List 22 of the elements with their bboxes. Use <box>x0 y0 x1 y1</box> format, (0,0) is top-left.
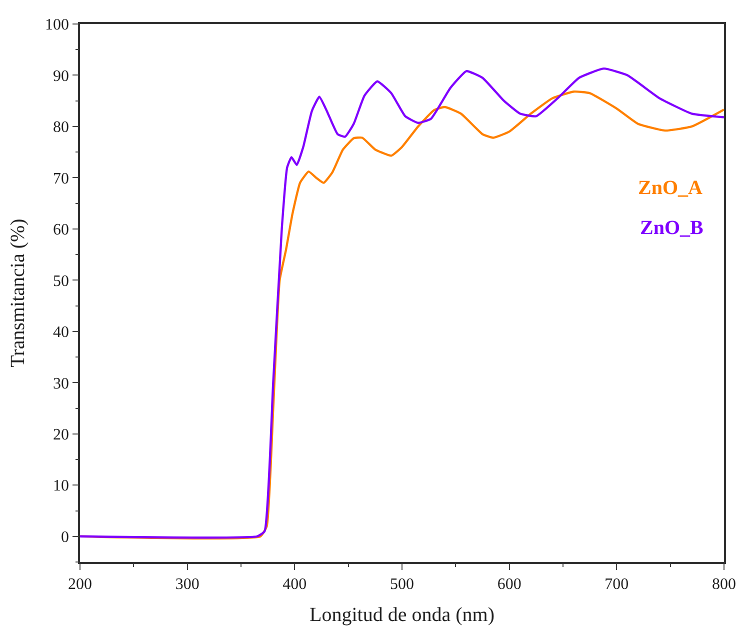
y-tick-label: 40 <box>53 324 70 342</box>
text: ZnO_B <box>640 217 704 239</box>
y-tick-label: 100 <box>45 16 70 34</box>
x-tick-label: 300 <box>175 576 200 593</box>
y-tick-label: 70 <box>53 170 70 188</box>
x-tick-label: 700 <box>604 576 629 593</box>
y-tick-label: 30 <box>53 375 70 392</box>
x-tick-label: 600 <box>497 576 522 593</box>
y-axis-title: Transmitancia (%) <box>7 218 30 368</box>
y-tick-label: 90 <box>53 68 70 85</box>
x-tick-label: 800 <box>712 576 736 593</box>
y-tick-label: 10 <box>53 478 70 495</box>
x-tick-label: 500 <box>390 576 414 593</box>
text: ZnO_A <box>638 177 704 199</box>
y-tick-label: 50 <box>53 272 70 290</box>
x-axis-title: Longitud de onda (nm) <box>310 604 494 626</box>
x-tick-label: 400 <box>282 576 307 593</box>
y-tick-label: 0 <box>61 528 70 546</box>
y-tick-label: 20 <box>53 426 70 444</box>
y-tick-label: 80 <box>53 119 70 136</box>
x-tick-label: 200 <box>68 576 92 593</box>
y-tick-label: 60 <box>53 222 70 239</box>
